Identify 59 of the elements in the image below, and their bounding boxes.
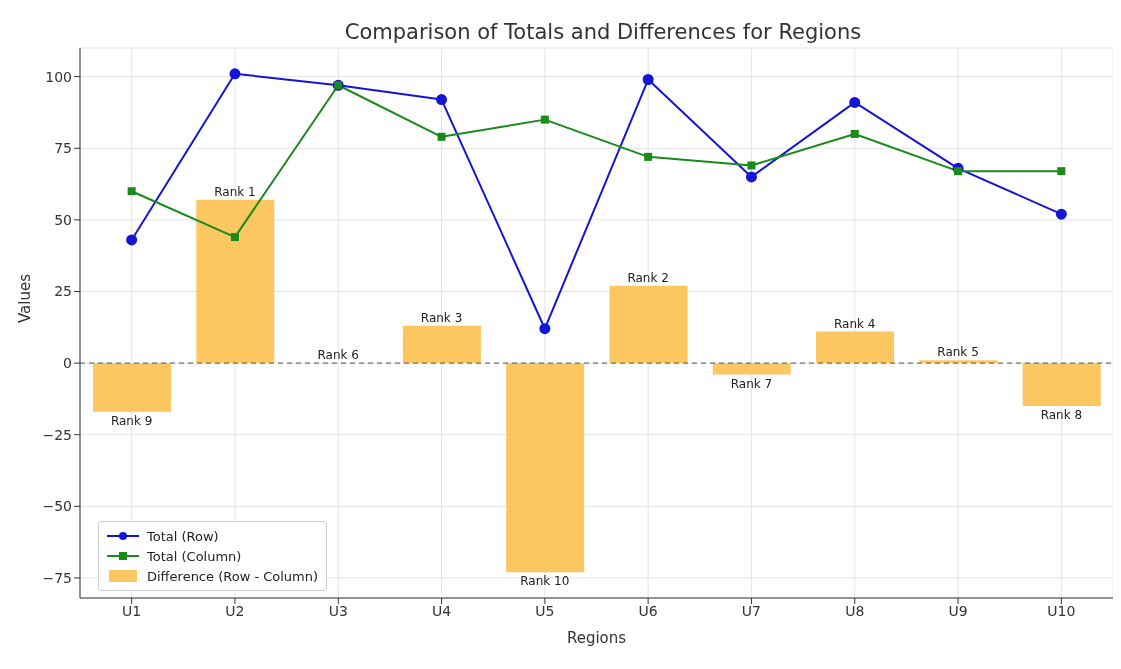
bar xyxy=(1022,363,1101,407)
point xyxy=(954,167,963,176)
data-label: Rank 9 xyxy=(110,413,153,428)
bar xyxy=(816,331,895,364)
legend-label: Total (Column) xyxy=(147,548,242,564)
y-tick-label: 0 xyxy=(63,355,72,372)
x-tick-label: U10 xyxy=(1047,602,1076,619)
point xyxy=(850,129,859,138)
point xyxy=(642,74,654,86)
bar xyxy=(609,285,688,364)
x-tick-label: U2 xyxy=(225,602,245,619)
point xyxy=(1055,208,1067,220)
y-tick-label: −50 xyxy=(42,498,72,515)
x-tick-label: U6 xyxy=(638,602,658,619)
point xyxy=(745,171,757,183)
point xyxy=(539,323,551,335)
x-tick-label: U1 xyxy=(122,602,142,619)
point xyxy=(230,233,239,242)
point xyxy=(229,68,241,80)
point xyxy=(644,152,653,161)
x-axis-title: Regions xyxy=(566,629,627,647)
point xyxy=(540,115,549,124)
data-label: Rank 4 xyxy=(834,316,876,331)
y-tick-label: 50 xyxy=(54,211,72,228)
legend-label: Total (Row) xyxy=(147,528,219,544)
x-tick-label: U4 xyxy=(431,602,452,619)
point xyxy=(1057,167,1066,176)
bar xyxy=(712,363,791,375)
bar xyxy=(93,363,171,412)
point xyxy=(127,187,136,196)
point xyxy=(126,234,138,246)
data-label: Rank 5 xyxy=(937,345,979,360)
y-tick-label: 75 xyxy=(54,140,72,157)
y-tick-label: −75 xyxy=(42,569,72,586)
point xyxy=(436,94,448,106)
chart-title: Comparison of Totals and Differences for Regions xyxy=(343,20,863,44)
x-tick-label: U5 xyxy=(535,602,555,619)
y-tick-label: −25 xyxy=(42,426,72,443)
x-tick-label: U8 xyxy=(845,602,865,619)
data-label: Rank 8 xyxy=(1040,408,1083,423)
x-tick-label: U9 xyxy=(948,602,968,619)
data-label: Rank 1 xyxy=(214,184,256,199)
y-axis-title: Values xyxy=(16,273,35,323)
data-label: Rank 10 xyxy=(520,574,570,589)
bar xyxy=(196,199,275,364)
x-tick-label: U3 xyxy=(328,602,348,619)
point xyxy=(747,161,756,170)
data-label: Rank 3 xyxy=(420,310,463,325)
x-tick-label: U7 xyxy=(741,602,762,619)
legend-label: Difference (Row - Column) xyxy=(147,568,319,584)
y-tick-label: 100 xyxy=(45,68,72,85)
data-label: Rank 2 xyxy=(627,270,669,285)
bar xyxy=(402,325,481,364)
y-tick-label: 25 xyxy=(54,283,72,300)
data-label: Rank 6 xyxy=(317,348,359,363)
bar xyxy=(506,363,585,573)
point xyxy=(849,96,861,108)
point xyxy=(437,132,446,141)
data-label: Rank 7 xyxy=(730,376,773,391)
